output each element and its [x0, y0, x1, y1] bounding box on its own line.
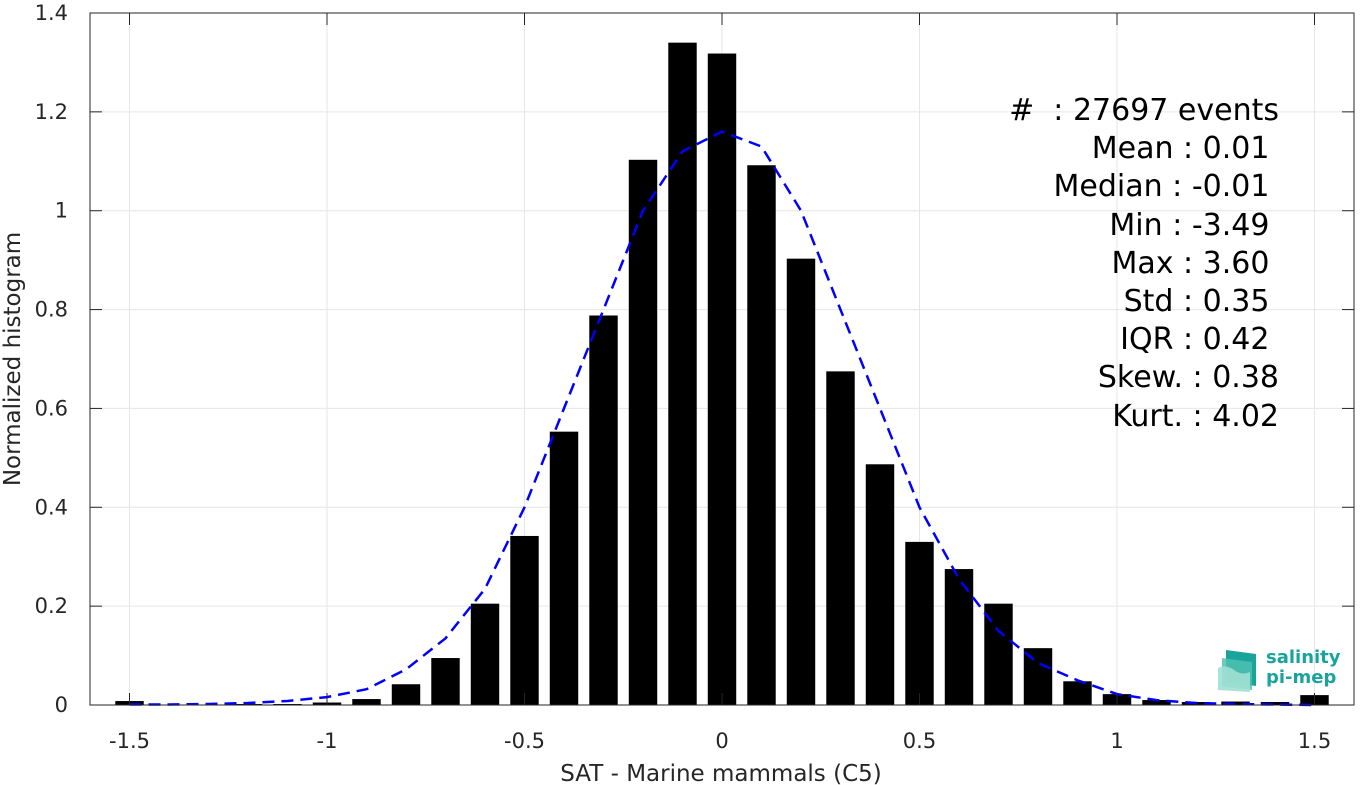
- histogram-bar: [589, 315, 618, 705]
- histogram-bar: [668, 42, 697, 705]
- stat-std: Std : 0.35: [1123, 284, 1279, 320]
- stat-mean: Mean : 0.01: [1091, 131, 1279, 167]
- histogram-bar: [1260, 702, 1290, 705]
- logo-line1: salinity: [1266, 647, 1341, 668]
- x-tick-label: 0.5: [903, 729, 936, 753]
- logo-wave-icon: [1218, 650, 1256, 692]
- histogram-bar: [549, 431, 579, 705]
- x-tick-label: -1: [317, 729, 338, 753]
- histogram-bar: [470, 603, 500, 705]
- stat-skew: Skew. : 0.38: [1097, 360, 1279, 396]
- histogram-bar: [628, 159, 658, 705]
- y-tick-label: 1: [55, 199, 68, 223]
- y-tick-label: 0.4: [35, 495, 68, 519]
- histogram-bar: [1142, 700, 1171, 705]
- x-tick-label: 1.5: [1298, 729, 1331, 753]
- histogram-bar: [707, 53, 737, 705]
- x-tick-label: -1.5: [109, 729, 150, 753]
- histogram-bar: [391, 684, 421, 705]
- histogram-bar: [352, 699, 381, 705]
- stat-kurt: Kurt. : 4.02: [1112, 398, 1279, 434]
- x-tick-label: 1: [1110, 729, 1123, 753]
- stat-iqr: IQR : 0.42: [1120, 322, 1279, 358]
- histogram-bar: [865, 464, 895, 705]
- y-tick-label: 1.2: [35, 100, 68, 124]
- x-tick-label: -0.5: [504, 729, 545, 753]
- logo-line2: pi-mep: [1266, 667, 1337, 688]
- stat-min: Min : -3.49: [1109, 207, 1279, 243]
- histogram-bar: [1221, 701, 1250, 705]
- histogram-bar: [1023, 648, 1053, 705]
- histogram-bar: [431, 658, 460, 705]
- y-tick-labels: 0 0.2 0.4 0.6 0.8 1 1.2 1.4: [35, 1, 68, 717]
- salinity-pi-mep-logo: salinity pi-mep: [1216, 646, 1346, 696]
- y-tick-label: 0.2: [35, 594, 68, 618]
- y-tick-label: 1.4: [35, 1, 68, 25]
- histogram-bar: [826, 371, 855, 705]
- y-tick-label: 0: [55, 693, 68, 717]
- histogram-bar: [984, 603, 1013, 705]
- histogram-bar: [905, 541, 934, 705]
- histogram-bar: [510, 535, 539, 705]
- x-tick-labels: -1.5 -1 -0.5 0 0.5 1 1.5: [109, 729, 1331, 753]
- y-tick-label: 0.8: [35, 298, 68, 322]
- y-axis-label: Normalized histogram: [0, 232, 26, 486]
- stat-median: Median : -0.01: [1053, 169, 1279, 205]
- histogram-bar: [747, 165, 776, 706]
- y-tick-label: 0.6: [35, 396, 68, 420]
- axis-ticks: [90, 12, 1354, 706]
- histogram-bar: [1063, 681, 1092, 705]
- stat-max: Max : 3.60: [1111, 245, 1279, 281]
- x-axis-label: SAT - Marine mammals (C5): [560, 761, 882, 785]
- histogram-bar: [786, 258, 816, 705]
- x-tick-label: 0: [715, 729, 728, 753]
- histogram-bar: [944, 569, 974, 705]
- statistics-panel: # : 27697 events Mean : 0.01 Median : -0…: [1009, 92, 1279, 436]
- stat-events: # : 27697 events: [1009, 93, 1279, 128]
